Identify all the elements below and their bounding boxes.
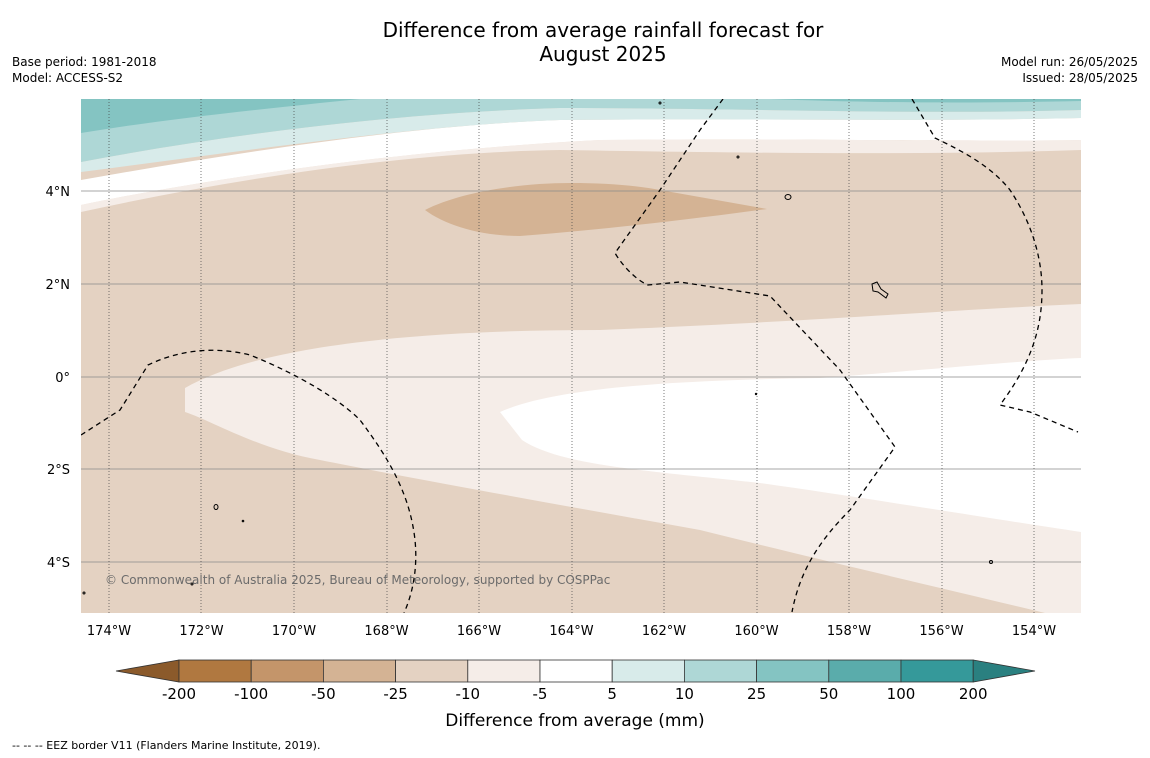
colorbar-segment bbox=[178, 659, 252, 683]
islands bbox=[82, 101, 993, 595]
longitude-labels: 174°W 172°W 170°W 168°W 166°W 164°W 162°W 160°W… bbox=[87, 624, 1056, 639]
colorbar-tick-label: 50 bbox=[819, 685, 838, 703]
colorbar-tick-label: 200 bbox=[959, 685, 988, 703]
colorbar-label: Difference from average (mm) bbox=[445, 711, 704, 731]
latitude-labels: 4°N 2°N 0° 2°S 4°S bbox=[46, 185, 71, 571]
issued-text: Issued: 28/05/2025 bbox=[1022, 71, 1138, 85]
lon-tick-label: 168°W bbox=[364, 624, 408, 639]
copyright-text: © Commonwealth of Australia 2025, Bureau… bbox=[105, 573, 610, 587]
colorbar-segment bbox=[467, 659, 541, 683]
base-period-text: Base period: 1981-2018 bbox=[12, 55, 157, 69]
lat-tick-label: 4°S bbox=[47, 556, 70, 571]
meta-left: Base period: 1981-2018 Model: ACCESS-S2 bbox=[12, 54, 157, 86]
dry-patch bbox=[425, 183, 767, 236]
colorbar-tick-label: -100 bbox=[234, 685, 268, 703]
model-text: Model: ACCESS-S2 bbox=[12, 71, 124, 85]
meta-right: Model run: 26/05/2025 Issued: 28/05/2025 bbox=[1001, 54, 1138, 86]
lon-tick-label: 158°W bbox=[827, 624, 871, 639]
band-teal-dark bbox=[81, 99, 360, 133]
band-teal-dark-east bbox=[770, 99, 1081, 103]
colorbar-arrow-right bbox=[972, 659, 1036, 683]
colorbar-segment bbox=[395, 659, 469, 683]
lon-tick-label: 170°W bbox=[272, 624, 316, 639]
lon-tick-label: 166°W bbox=[457, 624, 501, 639]
colorbar-segment bbox=[684, 659, 758, 683]
lat-tick-label: 2°N bbox=[46, 278, 71, 293]
lon-tick-label: 156°W bbox=[919, 624, 963, 639]
model-run-text: Model run: 26/05/2025 bbox=[1000, 55, 1138, 69]
lon-tick-label: 160°W bbox=[734, 624, 778, 639]
lat-tick-label: 0° bbox=[55, 371, 70, 386]
band-white-north bbox=[81, 118, 1081, 205]
band-teal-light bbox=[81, 108, 1081, 172]
colorbar-segment bbox=[250, 659, 324, 683]
title-line-1: Difference from average rainfall forecas… bbox=[382, 18, 824, 42]
colorbar-tick-label: -50 bbox=[311, 685, 336, 703]
colorbar-segment bbox=[611, 659, 685, 683]
colorbar-tick-label: 100 bbox=[887, 685, 916, 703]
band-light-north bbox=[81, 139, 1081, 212]
colorbar-segment bbox=[539, 659, 613, 683]
colorbar: -200 -100 -50 -25 -10 -5 5 10 25 50 100 200 bbox=[115, 659, 1036, 703]
lon-tick-label: 164°W bbox=[549, 624, 593, 639]
eez-legend-text: -- -- -- EEZ border V11 (Flanders Marine… bbox=[12, 739, 321, 752]
colorbar-segment bbox=[828, 659, 902, 683]
colorbar-tick-label: 25 bbox=[747, 685, 766, 703]
colorbar-tick-label: 10 bbox=[675, 685, 694, 703]
lat-tick-label: 4°N bbox=[46, 185, 71, 200]
colorbar-arrow-left bbox=[115, 659, 180, 683]
colorbar-tick-label: -200 bbox=[162, 685, 196, 703]
colorbar-tick-label: 5 bbox=[607, 685, 617, 703]
lon-tick-label: 162°W bbox=[642, 624, 686, 639]
map-field bbox=[81, 99, 1081, 613]
title-line-2: August 2025 bbox=[539, 42, 667, 66]
colorbar-tick-label: -25 bbox=[383, 685, 408, 703]
lon-tick-label: 154°W bbox=[1012, 624, 1056, 639]
colorbar-segment bbox=[900, 659, 974, 683]
lon-tick-label: 174°W bbox=[87, 624, 131, 639]
eez-borders bbox=[81, 99, 1079, 613]
colorbar-segment bbox=[756, 659, 830, 683]
lat-tick-label: 2°S bbox=[47, 463, 70, 478]
graticule bbox=[81, 99, 1081, 613]
chart-title: Difference from average rainfall forecas… bbox=[0, 18, 1150, 66]
colorbar-segment bbox=[322, 659, 396, 683]
lon-tick-label: 172°W bbox=[179, 624, 223, 639]
colorbar-tick-label: -5 bbox=[533, 685, 548, 703]
band-white-equator bbox=[500, 358, 1081, 532]
band-teal-mid bbox=[81, 99, 1081, 162]
colorbar-tick-label: -10 bbox=[456, 685, 481, 703]
